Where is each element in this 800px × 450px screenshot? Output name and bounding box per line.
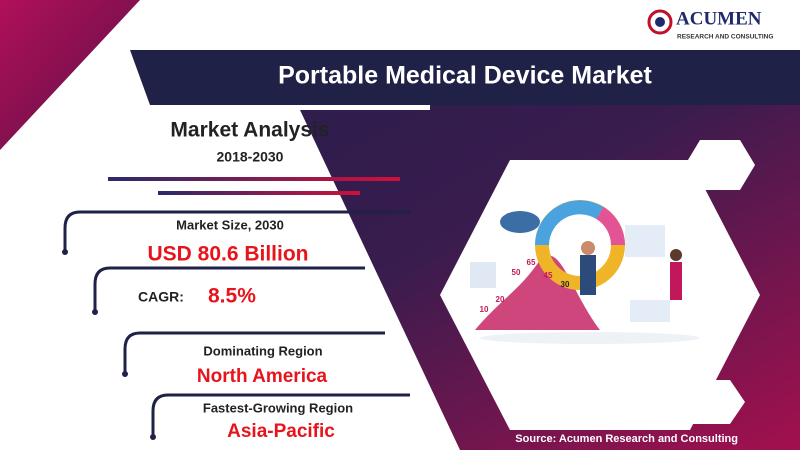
underline <box>158 191 360 195</box>
illustration-label: 50 <box>512 268 521 277</box>
analysis-heading: Market Analysis <box>170 119 329 142</box>
brand-tagline: RESEARCH AND CONSULTING <box>677 34 773 41</box>
area-shape <box>475 255 600 330</box>
item-label: Fastest-Growing Region <box>203 400 353 415</box>
analysis-period: 2018-2030 <box>217 149 284 165</box>
donut <box>595 207 625 246</box>
floor <box>480 332 700 344</box>
bracket <box>93 266 365 310</box>
logo-icon <box>655 17 665 27</box>
title-bar <box>130 50 800 105</box>
person <box>580 255 596 295</box>
source: Source: Acumen Research and Consulting <box>515 433 738 445</box>
item-value: 8.5% <box>208 285 256 308</box>
bracket-dot <box>62 249 68 255</box>
item-label: Market Size, 2030 <box>176 217 284 232</box>
panel-fill <box>0 300 70 450</box>
item-label: Dominating Region <box>203 343 322 358</box>
person <box>581 241 595 255</box>
illustration-label: 20 <box>496 295 505 304</box>
donut <box>535 200 604 246</box>
brand-name: ACUMEN <box>676 8 762 29</box>
underline <box>108 177 400 181</box>
person <box>670 249 682 261</box>
logo-icon <box>647 9 673 35</box>
bracket <box>123 331 385 372</box>
item-value: Asia-Pacific <box>227 421 335 442</box>
item-label: CAGR: <box>138 289 184 305</box>
illustration-label: 10 <box>480 305 489 314</box>
bracket <box>63 210 410 250</box>
panel <box>470 262 496 288</box>
panel <box>630 300 670 322</box>
illustration-label: 45 <box>544 271 553 280</box>
item-value: North America <box>197 366 328 387</box>
item-value: USD 80.6 Billion <box>147 243 308 266</box>
person <box>670 262 682 300</box>
panel <box>625 225 665 257</box>
cloud <box>500 211 540 233</box>
bracket-dot <box>122 371 128 377</box>
bracket <box>151 393 410 435</box>
illustration-label: 65 <box>527 258 536 267</box>
small-hexagon <box>685 140 755 190</box>
bracket-dot <box>92 309 98 315</box>
illustration-label: 30 <box>561 280 570 289</box>
small-hexagon <box>675 380 745 424</box>
title: Portable Medical Device Market <box>278 62 652 90</box>
illustration <box>470 200 700 344</box>
bracket-dot <box>150 434 156 440</box>
